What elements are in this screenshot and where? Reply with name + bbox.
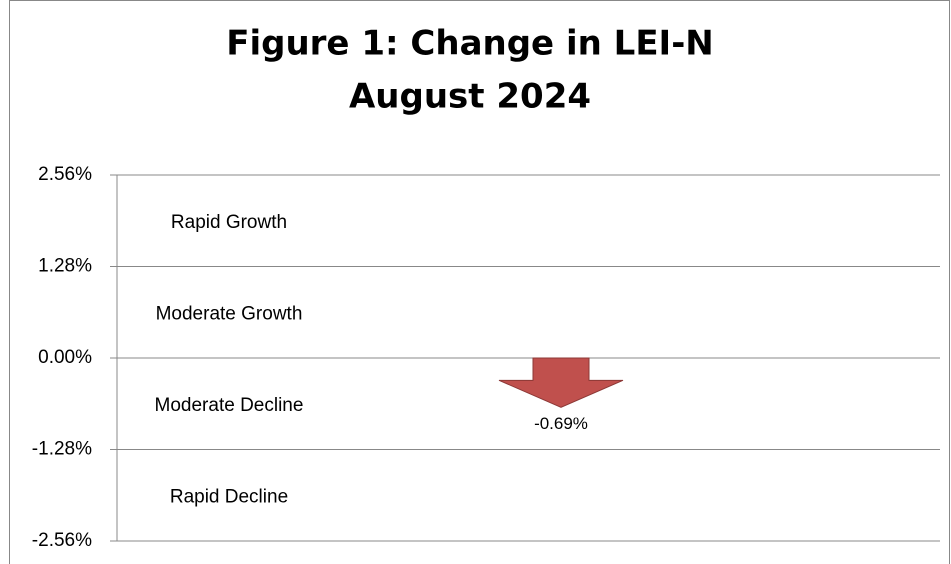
y-tick-label: 0.00% xyxy=(38,347,92,368)
zone-label: Rapid Decline xyxy=(170,486,288,507)
chart-subtitle: August 2024 xyxy=(349,77,591,117)
zone-label: Moderate Growth xyxy=(156,303,303,324)
chart-title: Figure 1: Change in LEI-N xyxy=(226,24,714,64)
y-tick-label: -1.28% xyxy=(32,439,92,460)
y-tick-label: 2.56% xyxy=(38,164,92,185)
chart-border xyxy=(9,0,950,564)
value-label: -0.69% xyxy=(534,414,588,433)
arrow xyxy=(498,357,624,408)
y-tick-label: -2.56% xyxy=(32,530,92,551)
zone-label: Rapid Growth xyxy=(171,212,287,233)
zone-label: Moderate Decline xyxy=(155,395,304,416)
y-tick-label: 1.28% xyxy=(38,256,92,277)
